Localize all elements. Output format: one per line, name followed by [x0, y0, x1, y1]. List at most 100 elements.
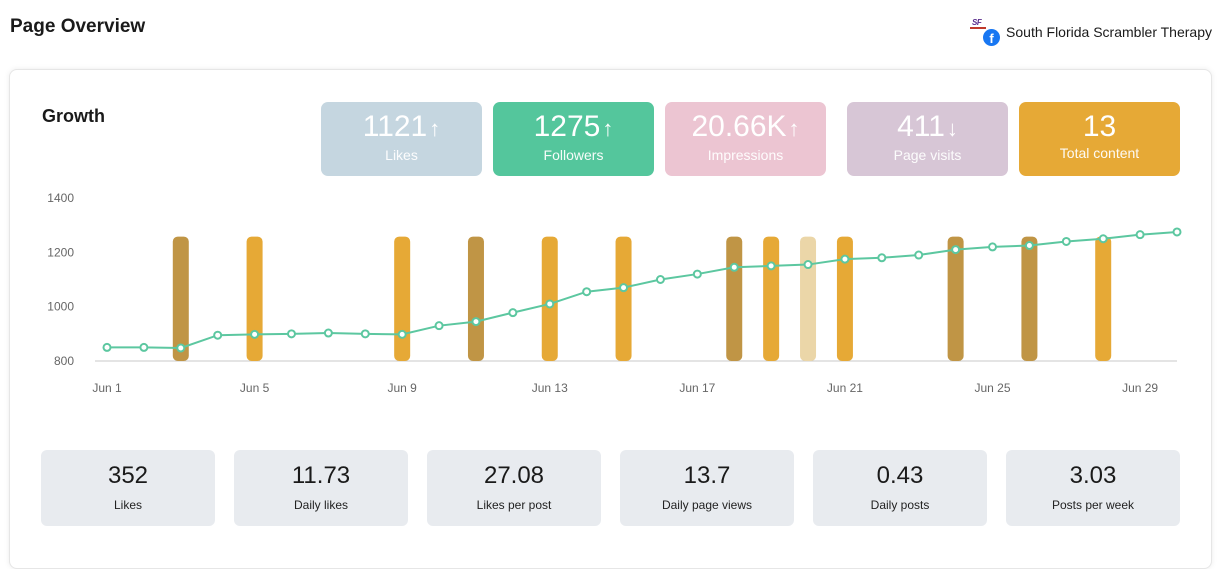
growth-chart: 800 1000 1200 1400 Jun 1 Jun 5 Jun 9 Jun 13 Jun …: [47, 191, 1182, 395]
kpi-label: Page visits: [893, 147, 962, 163]
y-tick-label: 1200: [47, 245, 74, 259]
data-point: [877, 253, 887, 263]
arrow-down-icon: ↓: [946, 116, 958, 141]
page-title: Page Overview: [10, 16, 146, 37]
data-point: [619, 283, 629, 293]
kpi-value: 20.66K: [691, 110, 787, 143]
stat-daily-posts: 0.43 Daily posts: [813, 450, 987, 526]
data-point: [323, 328, 333, 338]
data-point: [545, 299, 555, 309]
data-point: [655, 275, 665, 284]
x-tick-label: Jun 1: [92, 381, 122, 395]
data-point: [729, 262, 739, 272]
data-point: [139, 342, 149, 352]
post-bar: [1021, 236, 1038, 361]
data-point: [213, 330, 223, 340]
post-bar: [1095, 236, 1112, 361]
data-point: [582, 287, 592, 297]
growth-title: Growth: [42, 106, 105, 126]
stat-label: Daily page views: [661, 498, 753, 512]
kpi-label: Followers: [543, 147, 604, 163]
kpi-value: 411: [897, 110, 945, 143]
data-point: [914, 250, 924, 260]
stat-likes: 352 Likes: [41, 450, 215, 526]
data-point: [692, 269, 702, 279]
stat-label: Likes: [113, 498, 142, 512]
post-bar: [172, 236, 189, 361]
followers-line: [107, 230, 1178, 349]
y-tick-label: 1000: [47, 300, 74, 314]
data-point: [360, 329, 370, 339]
stat-posts-per-week: 3.03 Posts per week: [1006, 450, 1180, 526]
stat-label: Daily posts: [870, 498, 930, 512]
post-bar: [615, 236, 632, 361]
account-name: South Florida Scrambler Therapy: [1006, 24, 1212, 40]
post-bar: [246, 236, 263, 361]
x-tick-label: Jun 5: [240, 381, 270, 395]
kpi-followers[interactable]: 1275↑ Followers: [493, 102, 654, 176]
post-bar: [541, 236, 558, 361]
data-point: [1098, 234, 1108, 244]
stat-daily-likes: 11.73 Daily likes: [234, 450, 408, 526]
data-point: [508, 308, 518, 318]
data-point: [176, 343, 186, 353]
post-bar: [947, 236, 964, 361]
post-bar: [836, 236, 853, 361]
data-point: [397, 329, 407, 339]
stat-value: 27.08: [483, 462, 545, 489]
stat-value: 13.7: [683, 462, 731, 489]
brand-logo-icon: SF: [969, 18, 987, 29]
post-bar: [800, 236, 817, 361]
kpi-impressions[interactable]: 20.66K↑ Impressions: [665, 102, 826, 176]
data-point: [951, 245, 961, 255]
post-bar: [394, 236, 411, 361]
kpi-total-content[interactable]: 13 Total content: [1019, 102, 1180, 176]
stat-value: 11.73: [291, 462, 351, 489]
top-bar: Page Overview SF f South Florida Scrambl…: [0, 0, 1224, 60]
data-point: [988, 242, 998, 252]
data-point: [840, 254, 850, 264]
arrow-up-icon: ↑: [429, 116, 441, 141]
kpi-value: 1275: [533, 110, 601, 143]
account-selector[interactable]: SF f South Florida Scrambler Therapy: [969, 18, 1212, 46]
stat-value: 352: [107, 462, 149, 489]
growth-card: Growth 1121↑ Likes 1275↑ Followers 20.66…: [9, 69, 1212, 569]
data-point: [102, 342, 112, 352]
data-point: [250, 329, 260, 339]
x-tick-label: Jun 29: [1122, 381, 1158, 395]
kpi-likes[interactable]: 1121↑ Likes: [321, 102, 482, 176]
x-tick-label: Jun 13: [532, 381, 568, 395]
data-point: [1024, 241, 1034, 251]
data-point: [1135, 230, 1145, 240]
x-tick-label: Jun 21: [827, 381, 863, 395]
y-tick-label: 1400: [47, 191, 74, 205]
x-tick-label: Jun 9: [387, 381, 417, 395]
stat-daily-page-views: 13.7 Daily page views: [620, 450, 794, 526]
x-tick-label: Jun 25: [975, 381, 1011, 395]
arrow-up-icon: ↑: [602, 116, 614, 141]
kpi-value: 1121: [362, 110, 428, 143]
stat-value: 3.03: [1069, 462, 1117, 489]
stat-likes-per-post: 27.08 Likes per post: [427, 450, 601, 526]
data-point: [1172, 227, 1182, 237]
kpi-page-visits[interactable]: 411↓ Page visits: [847, 102, 1008, 176]
kpi-value: 13: [1082, 110, 1117, 143]
data-point: [1061, 236, 1071, 246]
y-tick-label: 800: [54, 354, 74, 368]
arrow-up-icon: ↑: [788, 116, 800, 141]
post-bar: [467, 236, 484, 361]
post-bar: [726, 236, 743, 361]
data-point: [803, 260, 813, 270]
data-point: [434, 321, 444, 331]
data-point: [286, 329, 296, 339]
stat-label: Likes per post: [476, 498, 552, 512]
facebook-icon: f: [983, 29, 1001, 46]
data-point: [766, 261, 776, 271]
kpi-label: Total content: [1059, 145, 1140, 161]
stat-label: Daily likes: [293, 498, 348, 512]
stat-value: 0.43: [876, 462, 924, 489]
kpi-label: Likes: [385, 147, 418, 163]
post-bar: [763, 236, 780, 361]
data-point: [471, 317, 481, 327]
kpi-label: Impressions: [707, 147, 784, 163]
